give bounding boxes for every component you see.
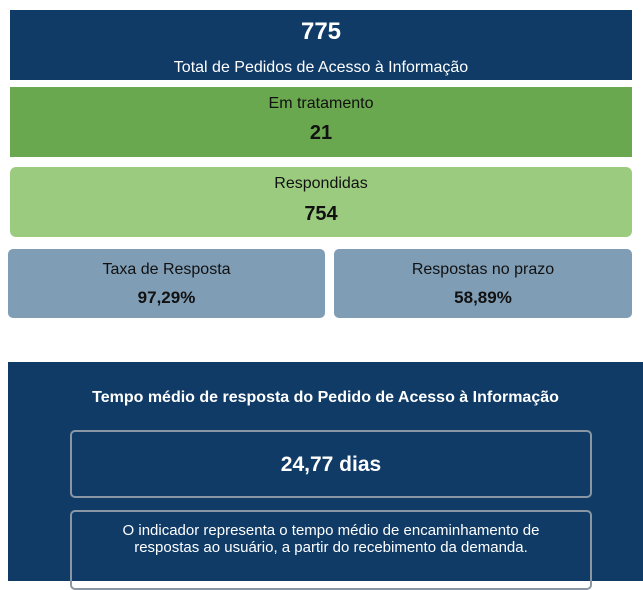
in-progress-label: Em tratamento — [268, 95, 374, 112]
rate-value: 58,89% — [454, 288, 512, 307]
total-value: 775 — [300, 18, 342, 45]
answered-value: 754 — [304, 203, 338, 225]
total-card: 775 Total de Pedidos de Acesso à Informa… — [10, 10, 632, 80]
total-label: Total de Pedidos de Acesso à Informação — [173, 59, 469, 76]
response-time-panel: Tempo médio de resposta do Pedido de Ace… — [8, 362, 643, 590]
answered-label: Respondidas — [274, 175, 368, 192]
rate-label: Respostas no prazo — [411, 261, 555, 278]
rate-label: Taxa de Resposta — [102, 261, 231, 278]
answered-card: Respondidas 754 — [10, 167, 632, 237]
panel-title: Tempo médio de resposta do Pedido de Ace… — [92, 389, 559, 406]
in-progress-card: Em tratamento 21 — [10, 87, 632, 157]
value-box: 24,77 dias — [70, 430, 592, 498]
response-time-value: 24,77 dias — [280, 453, 382, 476]
description-box: O indicador representa o tempo médio de … — [70, 510, 592, 590]
rate-card: Respostas no prazo 58,89% — [334, 249, 632, 318]
rate-value: 97,29% — [137, 288, 196, 307]
rate-card: Taxa de Resposta 97,29% — [8, 249, 325, 318]
description: O indicador representa o tempo médio de … — [122, 522, 540, 556]
in-progress-value: 21 — [309, 122, 333, 144]
